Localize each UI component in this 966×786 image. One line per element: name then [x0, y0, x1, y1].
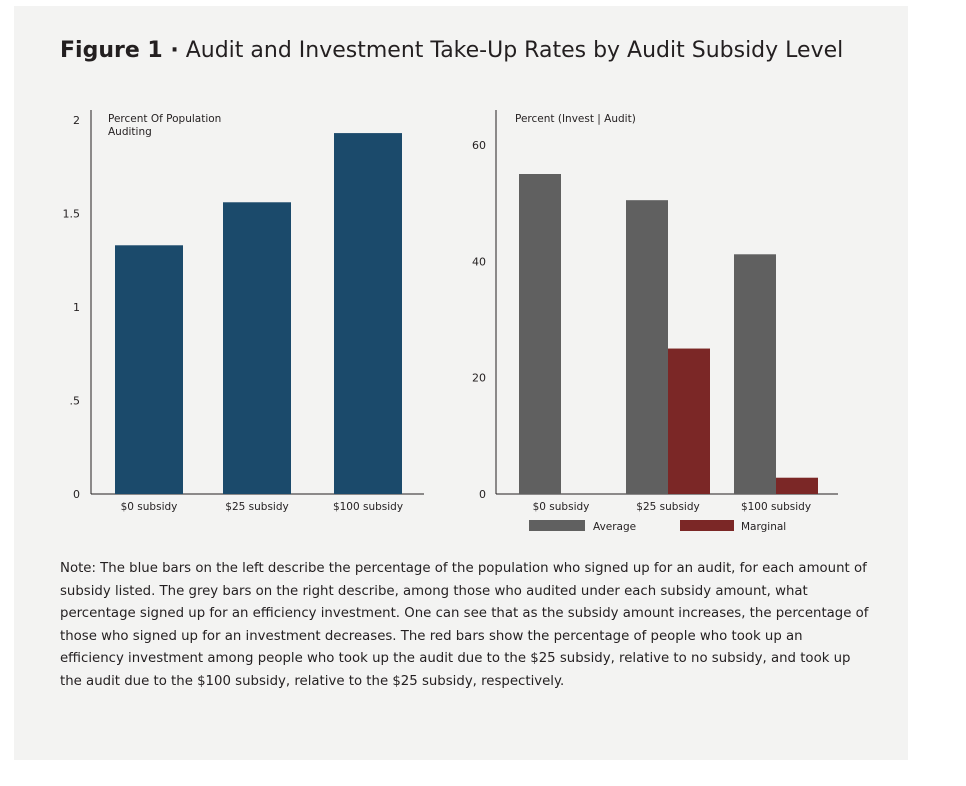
left-ytick-label: 2 — [73, 114, 80, 127]
left-ytick-label: 1.5 — [63, 208, 81, 221]
right-ytick-label: 60 — [472, 139, 486, 152]
left-bar-25-subsidy — [223, 202, 291, 494]
right-ytick-label: 20 — [472, 372, 486, 385]
legend: Average Marginal — [529, 520, 786, 533]
legend-label-average: Average — [593, 521, 636, 533]
right-ytick-label: 0 — [479, 488, 486, 501]
left-chart: Percent Of Population Auditing 0.511.52 … — [63, 110, 424, 513]
right-chart: Percent (Invest | Audit) 0 20 40 60 $0 subs… — [472, 110, 838, 533]
legend-label-marginal: Marginal — [741, 521, 786, 533]
left-ytick-label: 1 — [73, 301, 80, 314]
figure-label: Figure 1 · — [60, 38, 179, 63]
left-y-label-line1: Percent Of Population — [108, 113, 221, 125]
legend-swatch-average — [529, 520, 585, 531]
figure-title: Figure 1 · Audit and Investment Take-Up … — [60, 37, 890, 65]
left-y-label-line2: Auditing — [108, 126, 152, 138]
left-category-label: $100 subsidy — [333, 501, 403, 513]
right-bar-average-25-subsidy — [626, 200, 668, 494]
left-ytick-label: 0 — [73, 488, 80, 501]
figure-title-text: Audit and Investment Take-Up Rates by Au… — [178, 38, 844, 63]
left-bar-0-subsidy — [115, 245, 183, 494]
legend-swatch-marginal — [680, 520, 734, 531]
right-category-label: $0 subsidy — [533, 501, 590, 513]
left-bar-100-subsidy — [334, 133, 402, 494]
right-bar-average-0-subsidy — [519, 174, 561, 494]
right-y-label: Percent (Invest | Audit) — [515, 113, 636, 125]
right-category-label: $25 subsidy — [636, 501, 699, 513]
right-bar-marginal-100-subsidy — [776, 477, 818, 494]
right-ytick-label: 40 — [472, 255, 486, 268]
right-category-label: $100 subsidy — [741, 501, 811, 513]
figure-note: Note: The blue bars on the left describe… — [60, 561, 869, 689]
right-bar-average-100-subsidy — [734, 254, 776, 494]
left-ytick-label: .5 — [70, 395, 81, 408]
left-category-label: $0 subsidy — [121, 501, 178, 513]
right-bar-marginal-25-subsidy — [668, 348, 710, 494]
left-category-label: $25 subsidy — [225, 501, 288, 513]
